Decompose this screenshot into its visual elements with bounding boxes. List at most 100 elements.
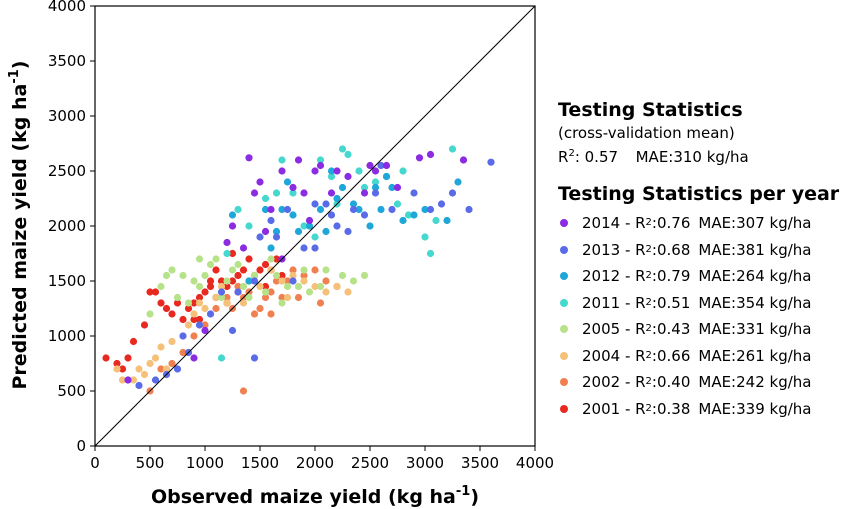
data-point (300, 271, 308, 280)
x-tick-label: 3000 (406, 454, 444, 472)
data-point (195, 282, 204, 291)
overall-r2-value: : 0.57 (574, 148, 619, 166)
legend-marker (560, 378, 568, 387)
data-point (278, 156, 286, 164)
data-point (305, 222, 314, 230)
x-tick-label: 1000 (186, 454, 224, 472)
data-point (338, 183, 347, 192)
data-point (366, 161, 374, 170)
data-point (173, 293, 182, 302)
y-axis-label-text: Predicted maize yield (9, 158, 31, 389)
data-point (223, 249, 231, 258)
data-point (217, 354, 226, 362)
data-point (426, 150, 435, 159)
data-point (432, 216, 440, 225)
y-tick-label: 500 (57, 382, 86, 400)
data-point (454, 178, 462, 186)
data-point (162, 271, 171, 280)
data-point (300, 222, 308, 230)
data-point (261, 205, 270, 214)
data-point (388, 205, 396, 214)
legend-r2-value: :0.66 (651, 346, 691, 365)
legend-r2-value: :0.76 (651, 214, 691, 233)
data-point (124, 376, 132, 384)
y-tick-label: 1000 (48, 327, 86, 345)
data-point (168, 359, 176, 368)
data-point (327, 167, 336, 175)
legend-mae: MAE:261 kg/ha (698, 346, 812, 365)
legend-marker (560, 219, 568, 228)
panel-subtitle: (cross-validation mean) (558, 124, 735, 142)
data-point (113, 365, 121, 373)
data-point (459, 156, 468, 164)
data-point (190, 310, 198, 318)
data-point (261, 293, 270, 302)
data-point (316, 156, 325, 164)
data-point (195, 299, 204, 307)
data-point (294, 227, 303, 236)
x-tick-label: 2000 (296, 454, 334, 472)
legend-r2-value: :0.68 (651, 240, 691, 259)
data-point (289, 211, 297, 219)
data-point (245, 154, 253, 162)
data-point (195, 315, 204, 324)
data-point (349, 200, 358, 208)
legend-mae: MAE:242 kg/ha (698, 373, 812, 392)
data-point (382, 172, 391, 181)
series-2005 (146, 255, 369, 318)
data-point (465, 205, 473, 214)
data-point (344, 227, 352, 236)
data-point (272, 255, 281, 263)
legend-mae: MAE:264 kg/ha (698, 267, 812, 286)
data-point (371, 189, 380, 197)
legend-mae: MAE:331 kg/ha (698, 320, 812, 339)
data-point (322, 266, 330, 274)
legend-year: 2005 - R (582, 320, 646, 339)
data-point (217, 282, 226, 291)
data-point (256, 282, 264, 291)
legend-item: 2001 - R 2:0.38 MAE:339 kg/ha (558, 396, 848, 423)
data-point (250, 271, 259, 280)
data-point (333, 282, 341, 291)
legend-year: 2004 - R (582, 346, 646, 365)
data-point (190, 332, 198, 340)
x-tick-label: 0 (90, 454, 100, 472)
data-point (283, 205, 292, 214)
data-point (212, 304, 220, 313)
data-point (261, 227, 270, 236)
data-point (118, 376, 127, 384)
data-point (448, 189, 457, 197)
data-point (223, 277, 231, 285)
data-point (206, 310, 215, 318)
data-point (267, 288, 275, 296)
data-point (190, 354, 198, 362)
legend-item: 2013 - R 2:0.68 MAE:381 kg/ha (558, 237, 848, 264)
data-point (162, 304, 171, 313)
data-point (311, 266, 319, 274)
panel-title: Testing Statistics (558, 99, 743, 121)
axes-layer: 0 500 1000 1500 2000 2500 3000 3500 4000 0 500 1000… (48, 0, 554, 472)
data-point (300, 189, 308, 197)
data-point (300, 244, 308, 252)
data-point (333, 167, 341, 175)
data-point (168, 266, 176, 274)
legend-item: 2004 - R 2:0.66 MAE:261 kg/ha (558, 343, 848, 370)
data-point (360, 211, 369, 219)
data-point (113, 359, 121, 368)
legend-marker (560, 351, 568, 360)
data-point (322, 277, 330, 285)
legend-year: 2012 - R (582, 267, 646, 286)
data-point (399, 216, 407, 225)
data-point (168, 337, 176, 346)
data-point (344, 150, 352, 159)
data-point (146, 310, 154, 318)
data-point (294, 293, 303, 302)
series-2012 (228, 167, 462, 285)
data-point (278, 167, 286, 175)
data-point (168, 310, 176, 318)
series-2013 (135, 158, 495, 390)
data-point (250, 277, 259, 285)
data-point (212, 293, 220, 302)
data-point (487, 158, 495, 166)
data-point (184, 321, 193, 329)
